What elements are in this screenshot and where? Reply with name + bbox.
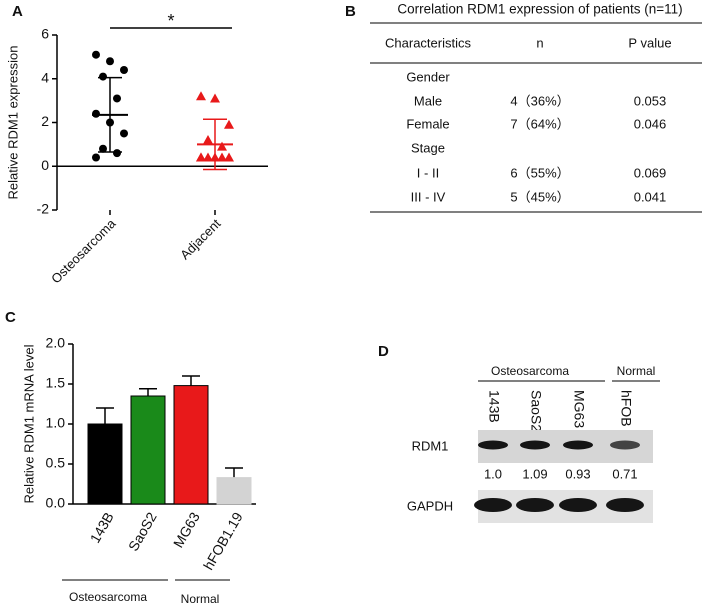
y-tick-label: 0.0 — [46, 495, 66, 511]
band — [474, 498, 512, 512]
data-point — [120, 66, 128, 74]
table-cell: 4（36%） — [510, 93, 569, 108]
panel-label: A — [12, 3, 23, 20]
y-tick-label: 1.0 — [46, 415, 66, 431]
bar — [87, 423, 123, 505]
band-ratio: 0.93 — [565, 466, 590, 481]
data-point — [217, 152, 227, 162]
y-tick-label: -2 — [37, 201, 50, 217]
error-bar — [96, 407, 114, 424]
table-cell: Gender — [406, 69, 450, 84]
table-cell: 6（55%） — [510, 165, 569, 180]
table-cell: 0.053 — [634, 93, 667, 108]
data-point — [99, 72, 107, 81]
band-ratio: 1.0 — [484, 466, 502, 481]
band — [516, 498, 554, 512]
band — [563, 440, 593, 450]
table-cell: 0.041 — [634, 189, 667, 204]
y-tick-label: 0 — [41, 157, 49, 173]
data-point — [217, 141, 227, 151]
band-ratio: 0.71 — [612, 466, 637, 481]
bar — [173, 385, 209, 505]
x-tick-label: 143B — [87, 509, 117, 545]
data-point — [113, 94, 121, 103]
bar — [130, 395, 166, 505]
y-tick-label: 4 — [41, 69, 49, 85]
table-title: Correlation RDM1 expression of patients … — [397, 2, 682, 17]
data-point — [224, 119, 234, 129]
group-label: Osteosarcoma — [69, 590, 147, 604]
data-point — [203, 152, 213, 162]
x-tick-label: hFOB1.19 — [200, 509, 246, 572]
data-point — [196, 91, 206, 101]
y-tick-label: 2.0 — [46, 335, 66, 351]
table-cell: 7（64%） — [510, 116, 569, 131]
panel-label: B — [345, 3, 356, 20]
error-bar — [182, 375, 200, 386]
y-axis-label: Relative RDM1 expression — [5, 46, 20, 200]
table-cell: Stage — [411, 140, 445, 155]
band — [610, 440, 640, 450]
table-cell: Male — [414, 93, 442, 108]
x-tick-label: Adjacent — [177, 216, 224, 263]
protein-label: RDM1 — [412, 438, 449, 453]
group-label: Normal — [617, 364, 656, 378]
data-point — [224, 152, 234, 162]
data-point — [99, 144, 107, 153]
band — [606, 498, 644, 512]
data-point — [92, 50, 100, 59]
significance-label: * — [167, 11, 174, 31]
data-point — [120, 129, 128, 138]
table-cell: III - IV — [411, 189, 446, 204]
data-point — [196, 152, 206, 162]
table-cell: 0.046 — [634, 116, 667, 131]
table-header: Characteristics — [385, 35, 471, 50]
table-header: n — [536, 35, 543, 50]
y-tick-label: 2 — [41, 113, 49, 129]
x-tick-label: MG63 — [170, 509, 203, 550]
table-cell: Female — [406, 116, 449, 131]
protein-label: GAPDH — [407, 498, 453, 513]
error-bar — [98, 76, 122, 153]
x-tick-label: Osteosarcoma — [48, 215, 119, 286]
data-point — [210, 93, 220, 103]
table-cell: 0.069 — [634, 165, 667, 180]
table-cell: 5（45%） — [510, 189, 569, 204]
table-cell: I - II — [417, 165, 439, 180]
panel-label: D — [378, 343, 389, 360]
data-point — [106, 57, 114, 66]
lane-label: MG63 — [571, 390, 587, 428]
table-header: P value — [628, 35, 671, 50]
lane-label: 143B — [486, 390, 502, 423]
error-bar — [203, 118, 227, 171]
data-point — [203, 135, 213, 144]
y-tick-label: 1.5 — [46, 375, 66, 391]
y-axis-label: Relative RDM1 mRNA level — [21, 344, 36, 503]
x-tick-label: SaoS2 — [125, 509, 160, 554]
lane-label: SaoS2 — [528, 390, 544, 432]
data-point — [92, 153, 100, 162]
y-tick-label: 0.5 — [46, 455, 66, 471]
data-point — [92, 109, 100, 118]
y-tick-label: 6 — [41, 26, 49, 42]
panel-label: C — [5, 309, 16, 326]
data-point — [113, 149, 121, 158]
group-label: Normal — [181, 592, 220, 604]
band — [478, 440, 508, 450]
band — [520, 440, 550, 450]
band-ratio: 1.09 — [522, 466, 547, 481]
bar — [216, 477, 252, 505]
error-bar — [139, 388, 157, 396]
error-bar — [225, 467, 243, 478]
group-label: Osteosarcoma — [491, 364, 569, 378]
band — [559, 498, 597, 512]
